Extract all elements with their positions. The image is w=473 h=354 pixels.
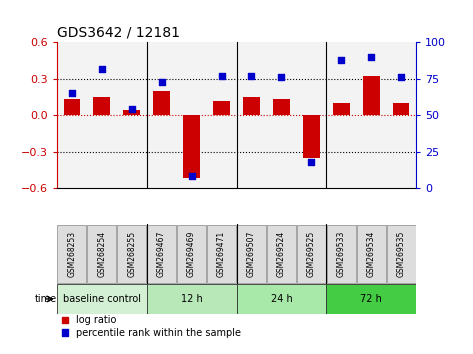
Bar — [303, 115, 320, 158]
FancyBboxPatch shape — [147, 284, 236, 314]
Text: GSM269525: GSM269525 — [307, 231, 316, 278]
Bar — [363, 76, 379, 115]
Point — [278, 75, 285, 80]
Bar — [243, 97, 260, 115]
Point — [397, 75, 405, 80]
Text: GSM269471: GSM269471 — [217, 231, 226, 278]
FancyBboxPatch shape — [326, 284, 416, 314]
Bar — [326, 42, 356, 188]
Text: GSM269534: GSM269534 — [367, 231, 376, 278]
Text: GSM269469: GSM269469 — [187, 231, 196, 278]
Point — [68, 91, 76, 96]
FancyBboxPatch shape — [387, 225, 416, 284]
Bar — [184, 115, 200, 178]
Point — [128, 107, 135, 112]
Text: GSM269467: GSM269467 — [157, 231, 166, 278]
FancyBboxPatch shape — [327, 225, 356, 284]
Text: 12 h: 12 h — [181, 294, 202, 304]
FancyBboxPatch shape — [236, 284, 326, 314]
Bar — [333, 103, 350, 115]
Point — [248, 73, 255, 79]
Text: GSM269507: GSM269507 — [247, 231, 256, 278]
FancyBboxPatch shape — [177, 225, 206, 284]
Text: GSM268254: GSM268254 — [97, 231, 106, 277]
Bar — [117, 42, 147, 188]
Text: GSM268253: GSM268253 — [67, 231, 76, 277]
Bar — [393, 103, 410, 115]
Bar — [87, 42, 117, 188]
FancyBboxPatch shape — [57, 225, 86, 284]
FancyBboxPatch shape — [147, 225, 176, 284]
Point — [158, 79, 166, 85]
Text: time: time — [35, 294, 57, 304]
Bar — [266, 42, 297, 188]
Text: GDS3642 / 12181: GDS3642 / 12181 — [57, 26, 180, 40]
Point — [218, 73, 225, 79]
Text: baseline control: baseline control — [63, 294, 140, 304]
Text: GSM268255: GSM268255 — [127, 231, 136, 277]
FancyBboxPatch shape — [207, 225, 236, 284]
Bar — [57, 42, 87, 188]
FancyBboxPatch shape — [297, 225, 326, 284]
Bar — [386, 42, 416, 188]
FancyBboxPatch shape — [57, 284, 147, 314]
Bar — [123, 110, 140, 115]
Point — [307, 159, 315, 165]
Bar — [356, 42, 386, 188]
Bar — [94, 97, 110, 115]
Point — [188, 173, 195, 179]
Text: GSM269524: GSM269524 — [277, 231, 286, 278]
Bar — [176, 42, 207, 188]
Bar — [236, 42, 266, 188]
Bar — [153, 91, 170, 115]
Point — [338, 57, 345, 63]
Legend: log ratio, percentile rank within the sample: log ratio, percentile rank within the sa… — [61, 315, 241, 338]
Bar — [207, 42, 236, 188]
Text: 24 h: 24 h — [271, 294, 292, 304]
FancyBboxPatch shape — [267, 225, 296, 284]
Text: GSM269535: GSM269535 — [397, 231, 406, 278]
Text: 72 h: 72 h — [360, 294, 382, 304]
FancyBboxPatch shape — [357, 225, 385, 284]
Point — [98, 66, 105, 72]
FancyBboxPatch shape — [117, 225, 146, 284]
Bar — [213, 101, 230, 115]
Bar — [273, 99, 289, 115]
Text: GSM269533: GSM269533 — [337, 231, 346, 278]
FancyBboxPatch shape — [237, 225, 266, 284]
Bar — [147, 42, 176, 188]
FancyBboxPatch shape — [88, 225, 116, 284]
Bar — [297, 42, 326, 188]
Bar — [63, 99, 80, 115]
Point — [368, 54, 375, 60]
